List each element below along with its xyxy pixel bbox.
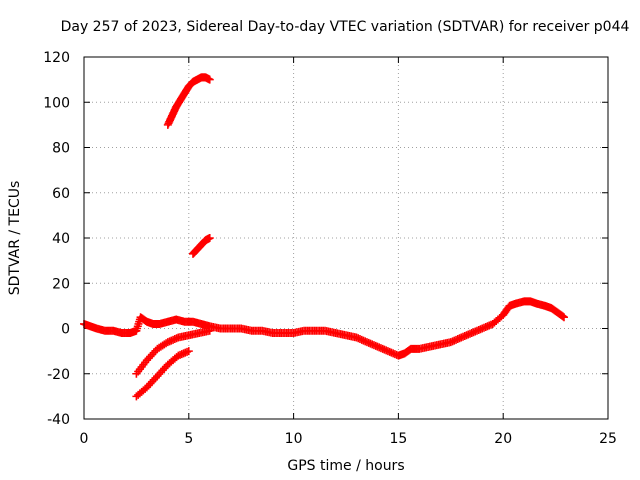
chart-title: Day 257 of 2023, Sidereal Day-to-day VTE… bbox=[61, 19, 630, 35]
series-main-track bbox=[80, 297, 568, 360]
y-tick-labels: -40 -20 0 20 40 60 80 100 120 bbox=[43, 50, 70, 428]
data-point bbox=[205, 75, 214, 84]
data-point bbox=[184, 347, 193, 356]
y-tick-label: 60 bbox=[52, 186, 70, 202]
data-point bbox=[205, 326, 214, 335]
x-tick-label: 5 bbox=[184, 431, 193, 447]
data-point bbox=[559, 313, 568, 322]
y-tick-label: 80 bbox=[52, 141, 70, 157]
data-point bbox=[205, 234, 214, 242]
x-tick-label: 20 bbox=[494, 431, 512, 447]
y-tick-label: 100 bbox=[43, 95, 70, 111]
plot-frame bbox=[83, 56, 609, 420]
series-lower-branch-b bbox=[132, 347, 193, 401]
x-tick-labels: 0 5 10 15 20 25 bbox=[80, 431, 617, 447]
x-tick-label: 15 bbox=[389, 431, 407, 447]
series-upper-arc bbox=[163, 73, 214, 129]
y-axis-label: SDTVAR / TECUs bbox=[7, 181, 23, 296]
x-axis-label: GPS time / hours bbox=[287, 458, 404, 474]
x-tick-label: 10 bbox=[285, 431, 303, 447]
series-mid-segment bbox=[188, 234, 214, 258]
y-tick-label: 20 bbox=[52, 276, 70, 292]
x-tick-label: 25 bbox=[599, 431, 617, 447]
x-tick-label: 0 bbox=[80, 431, 89, 447]
y-tick-label: -40 bbox=[47, 412, 70, 428]
series-lower-branch-a bbox=[132, 326, 214, 378]
data-points-layer bbox=[80, 73, 568, 401]
grid-layer bbox=[83, 56, 609, 420]
y-tick-label: 40 bbox=[52, 231, 70, 247]
y-tick-label: 0 bbox=[61, 322, 70, 338]
y-tick-label: -20 bbox=[47, 367, 70, 383]
y-tick-label: 120 bbox=[43, 50, 70, 66]
